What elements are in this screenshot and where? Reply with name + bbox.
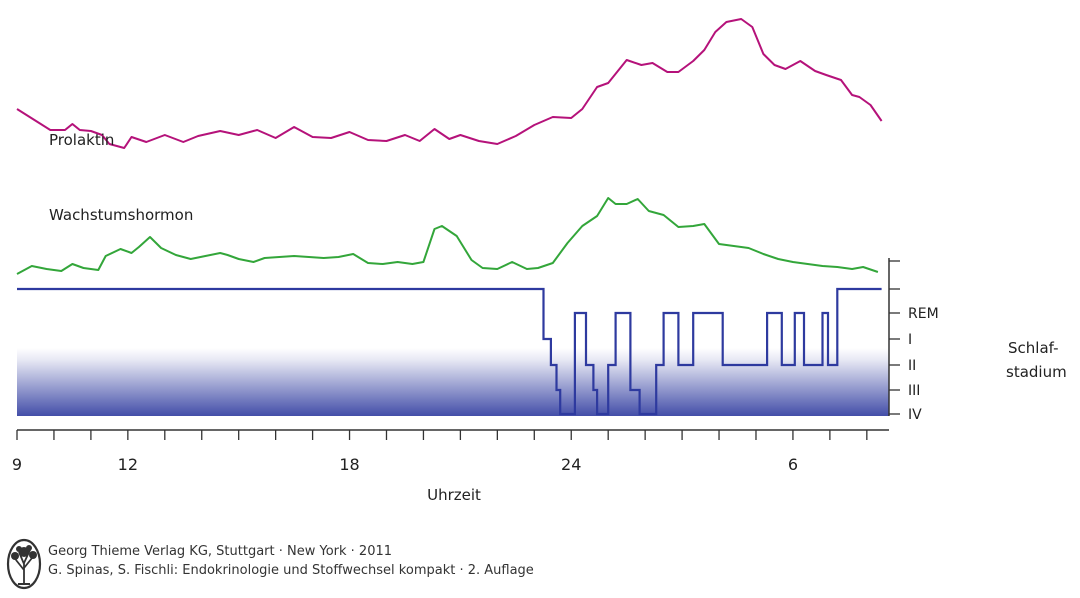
wachstumshormon-label: Wachstumshormon [49,206,193,224]
publisher-footer: Georg Thieme Verlag KG, Stuttgart · New … [4,536,624,592]
x-axis-label: Uhrzeit [427,486,481,504]
series-lines [16,18,883,416]
schlaf-line [17,287,882,416]
x-axis-tick-labels: 9 12 18 24 6 [12,455,798,474]
x-axis-ticks [16,430,868,440]
sleep-depth-gradient [17,348,889,416]
sleep-tick-label: REM [908,306,939,322]
wachstumshormon-line [16,197,879,275]
publisher-tree-logo-icon [6,538,42,590]
x-tick-label: 24 [561,455,581,474]
sleep-axis-title-line2: stadium [1006,363,1067,381]
prolaktin-line [16,18,883,149]
sleep-tick-label: I [908,332,912,348]
sleep-tick-label: II [908,358,916,374]
prolaktin-label: Prolaktin [49,131,114,149]
footer-publisher-line: Georg Thieme Verlag KG, Stuttgart · New … [48,544,393,559]
sleep-tick-label: IV [908,407,922,423]
x-tick-label: 9 [12,455,22,474]
x-tick-label: 6 [788,455,798,474]
sleep-axis-title-line1: Schlaf- [1008,339,1059,357]
footer-book-line: G. Spinas, S. Fischli: Endokrinologie un… [48,563,534,578]
x-tick-label: 12 [118,455,138,474]
x-tick-label: 18 [339,455,359,474]
sleep-axis-ticks [889,260,900,415]
sleep-tick-label: III [908,383,920,399]
